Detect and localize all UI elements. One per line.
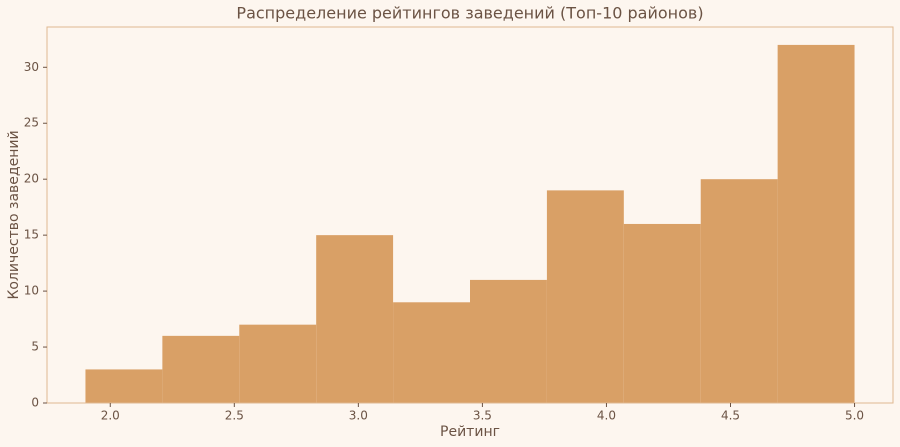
y-tick-label: 25 [24,116,39,130]
bar [316,235,394,403]
chart-title: Распределение рейтингов заведений (Топ-1… [236,4,703,23]
y-tick-label: 20 [24,172,39,186]
x-tick-label: 3.5 [473,409,492,423]
y-tick-label: 5 [31,340,39,354]
x-tick-label: 3.0 [349,409,368,423]
bar [393,302,470,403]
bar [162,335,240,403]
plot-frame [46,26,894,404]
bar [546,190,624,403]
y-axis-label: Количество заведений [6,130,22,299]
x-axis-label: Рейтинг [440,424,500,440]
y-tick-label: 10 [24,284,39,298]
x-tick-label: 5.0 [845,409,864,423]
x-tick-label: 4.0 [597,409,616,423]
x-tick-label: 2.5 [225,409,244,423]
y-tick-label: 30 [24,60,39,74]
bar [777,44,855,404]
bar [700,179,778,403]
x-tick-label: 4.5 [721,409,740,423]
bar [85,369,163,403]
y-tick-label: 15 [24,228,39,242]
bar [470,279,547,403]
bar [239,324,317,403]
bar [623,223,701,403]
x-tick-label: 2.0 [101,409,120,423]
y-tick-label: 0 [31,396,39,410]
